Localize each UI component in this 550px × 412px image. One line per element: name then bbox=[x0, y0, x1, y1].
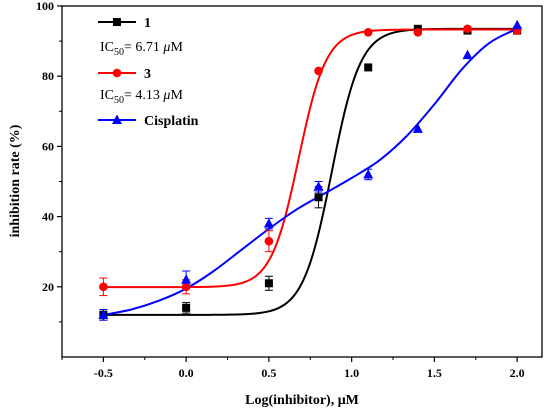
point-cisplatin bbox=[181, 274, 192, 284]
fit-curve-1 bbox=[103, 27, 518, 316]
x-tick-label: 2.0 bbox=[510, 366, 525, 380]
ic50-annotation-1: IC50= 6.71 μM bbox=[100, 40, 183, 58]
legend-label-1: 1 bbox=[144, 16, 151, 31]
legend-marker-3 bbox=[112, 68, 122, 78]
point-cisplatin bbox=[263, 218, 274, 228]
point-cisplatin bbox=[412, 123, 423, 133]
point-3 bbox=[99, 282, 108, 292]
point-3 bbox=[181, 282, 191, 292]
x-tick-label: 1.0 bbox=[344, 366, 359, 380]
point-3 bbox=[413, 28, 423, 37]
x-tick-label: 0.0 bbox=[179, 366, 194, 380]
x-axis-title: Log(inhibitor), μM bbox=[245, 393, 359, 408]
point-1 bbox=[264, 279, 273, 288]
point-cisplatin bbox=[462, 49, 473, 60]
point-cisplatin bbox=[313, 181, 324, 191]
y-axis-title: inhibition rate (%) bbox=[8, 124, 23, 237]
y-tick-label: 60 bbox=[42, 139, 54, 153]
point-1 bbox=[314, 193, 323, 202]
legend-label-3: 3 bbox=[144, 67, 151, 82]
y-tick-label: 40 bbox=[42, 210, 54, 224]
fit-curve-cisplatin bbox=[103, 27, 518, 316]
error-bars bbox=[99, 168, 373, 321]
y-tick-label: 100 bbox=[36, 0, 54, 13]
point-cisplatin bbox=[98, 309, 109, 319]
y-tick-label: 80 bbox=[42, 69, 54, 83]
legend-marker-cisplatin bbox=[112, 114, 122, 124]
legend: 1 3 Cisplatin IC50= 6.71 μM IC50= 4.13 μM bbox=[98, 16, 199, 129]
legend-marker-1 bbox=[113, 18, 121, 26]
point-3 bbox=[264, 236, 274, 246]
x-tick-label: 0.5 bbox=[261, 366, 276, 380]
x-tick-label: 1.5 bbox=[427, 366, 442, 380]
fit-curves bbox=[103, 27, 518, 316]
x-tick-label: -0.5 bbox=[94, 366, 113, 380]
legend-label-cisplatin: Cisplatin bbox=[144, 114, 199, 129]
axis-ticks: -0.5 0.0 0.5 1.0 1.5 2.0 20 40 60 80 100 bbox=[36, 0, 525, 380]
point-cisplatin bbox=[512, 19, 523, 30]
point-3 bbox=[314, 66, 323, 76]
point-cisplatin bbox=[363, 168, 374, 179]
ic50-annotation-3: IC50= 4.13 μM bbox=[100, 88, 183, 106]
point-1 bbox=[182, 303, 191, 312]
point-3 bbox=[463, 24, 472, 34]
point-3 bbox=[363, 28, 373, 37]
data-points bbox=[98, 19, 523, 319]
y-tick-label: 20 bbox=[42, 280, 54, 294]
point-1 bbox=[364, 63, 373, 72]
fit-curve-3 bbox=[103, 28, 518, 289]
